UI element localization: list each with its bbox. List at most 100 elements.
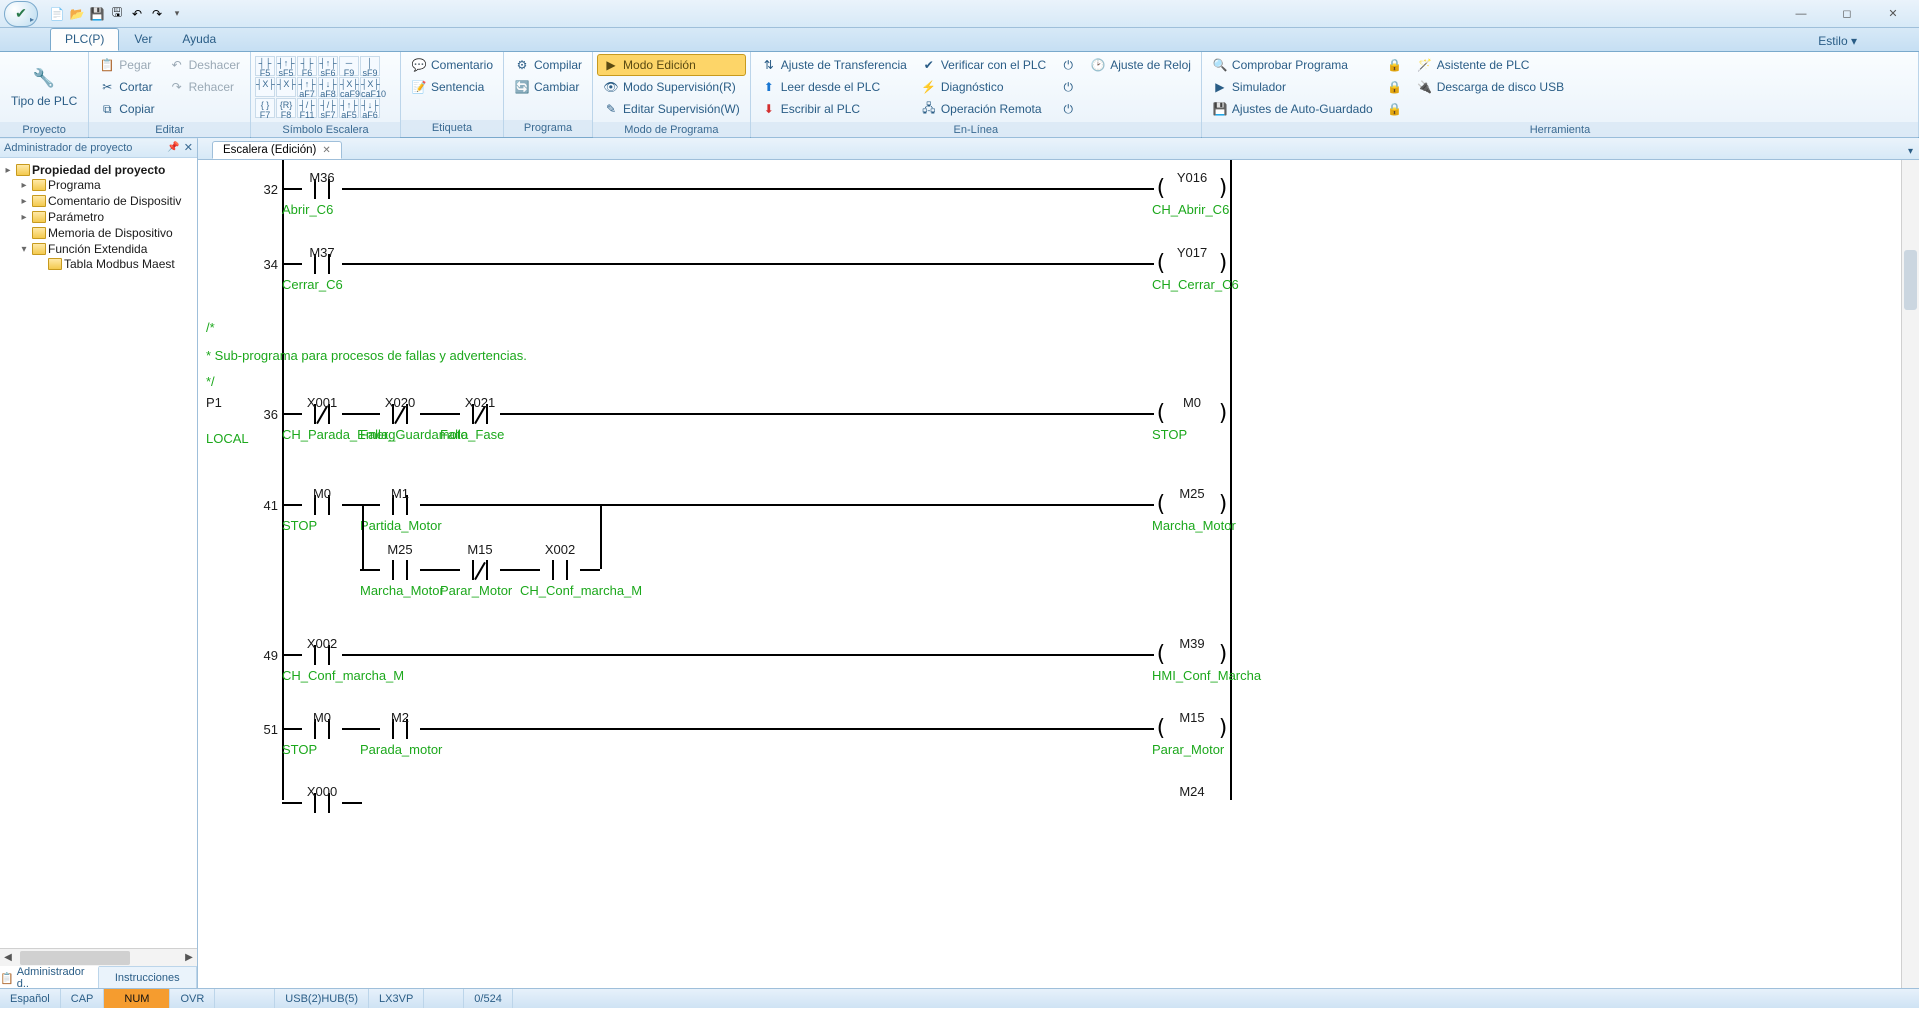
ladder-symbol-button[interactable]: ┤├ F5 <box>255 56 275 76</box>
tab-ver[interactable]: Ver <box>119 28 167 51</box>
lock-button-3[interactable]: 🔒 <box>1381 98 1409 120</box>
ladder-symbol-button[interactable]: ┤├ F6 <box>297 56 317 76</box>
diagnostico-button[interactable]: ⚡Diagnóstico <box>915 76 1052 98</box>
scroll-thumb[interactable] <box>20 951 130 965</box>
pin-icon[interactable]: 📌 <box>167 142 179 153</box>
coil-address: M0 <box>1152 395 1232 410</box>
lock-button-2[interactable]: 🔒 <box>1381 76 1409 98</box>
tree-funcion[interactable]: Función Extendida <box>48 242 147 256</box>
ladder-symbol-button[interactable]: ┤↑├ aF5 <box>339 98 359 118</box>
lock-icon: 🔒 <box>1387 101 1403 117</box>
scroll-left-icon[interactable]: ◀ <box>0 952 16 963</box>
cortar-button[interactable]: ✂Cortar <box>93 76 160 98</box>
deshacer-button[interactable]: ↶Deshacer <box>163 54 246 76</box>
qat-customize-icon[interactable]: ▾ <box>168 5 186 23</box>
pm-tab-instr[interactable]: Instrucciones <box>99 967 198 988</box>
comprobar-button[interactable]: 🔍Comprobar Programa <box>1206 54 1379 76</box>
reloj-button[interactable]: 🕑Ajuste de Reloj <box>1084 54 1197 76</box>
ladder-symbol-button[interactable]: ┤↓├ aF8 <box>318 77 338 97</box>
project-tree[interactable]: ▸Propiedad del proyecto ▸Programa ▸Comen… <box>0 158 197 948</box>
ladder-symbol-button[interactable]: ┤↓├ aF6 <box>360 98 380 118</box>
pm-close-icon[interactable]: ✕ <box>184 141 193 154</box>
status-lang[interactable]: Español <box>0 989 61 1008</box>
online-switch-3[interactable]: ⏻ <box>1054 98 1082 120</box>
group-etiqueta-title: Etiqueta <box>401 120 503 137</box>
tree-modbus[interactable]: Tabla Modbus Maest <box>64 257 175 271</box>
maximize-button[interactable]: ◻ <box>1825 3 1869 25</box>
ladder-symbol-button[interactable]: ┤/├ sF7 <box>318 98 338 118</box>
undo-icon[interactable]: ↶ <box>128 5 146 23</box>
transfer-button[interactable]: ⇅Ajuste de Transferencia <box>755 54 913 76</box>
ladder-symbol-button[interactable]: ┤↑├ sF6 <box>318 56 338 76</box>
rung-number: 51 <box>258 722 278 737</box>
contact-address: M15 <box>440 542 520 557</box>
rehacer-button[interactable]: ↷Rehacer <box>163 76 246 98</box>
ladder-symbol-button[interactable]: │ sF9 <box>360 56 380 76</box>
new-icon[interactable]: 📄 <box>48 5 66 23</box>
simulador-button[interactable]: ▶Simulador <box>1206 76 1379 98</box>
ladder-symbol-button[interactable]: ┤↑├ aF7 <box>297 77 317 97</box>
modo-edicion-button[interactable]: ▶Modo Edición <box>597 54 746 76</box>
minimize-button[interactable]: — <box>1779 3 1823 25</box>
saveas-icon[interactable]: 🖫 <box>108 5 126 23</box>
ladder-symbol-button[interactable]: ┤/├ F11 <box>297 98 317 118</box>
ladder-symbol-button[interactable]: ┤X├ <box>255 77 275 97</box>
tree-twisty[interactable]: ▸ <box>2 165 14 176</box>
ladder-symbol-button[interactable]: ┤X├ caF10 <box>360 77 380 97</box>
doc-tab-escalera[interactable]: Escalera (Edición) ✕ <box>212 141 342 159</box>
redo-icon[interactable]: ↷ <box>148 5 166 23</box>
modo-super-r-button[interactable]: 👁Modo Supervisión(R) <box>597 76 746 98</box>
online-switch-2[interactable]: ⏻ <box>1054 76 1082 98</box>
ladder-symbol-button[interactable]: ┤X├ caF9 <box>339 77 359 97</box>
pm-tab-admin[interactable]: 📋Administrador d.. <box>0 966 99 988</box>
tree-twisty[interactable]: ▸ <box>18 196 30 207</box>
remota-button[interactable]: 🖧Operación Remota <box>915 98 1052 120</box>
ladder-symbol-button[interactable]: {R} F8 <box>276 98 296 118</box>
scroll-thumb[interactable] <box>1904 250 1917 310</box>
app-menu-button[interactable]: ✔ <box>4 1 38 27</box>
verificar-button[interactable]: ✔Verificar con el PLC <box>915 54 1052 76</box>
usb-button[interactable]: 🔌Descarga de disco USB <box>1411 76 1570 98</box>
escribir-plc-button[interactable]: ⬇Escribir al PLC <box>755 98 913 120</box>
tree-twisty[interactable]: ▸ <box>18 180 30 191</box>
sentencia-button[interactable]: 📝Sentencia <box>405 76 499 98</box>
tree-memoria[interactable]: Memoria de Dispositivo <box>48 226 173 240</box>
tree-programa[interactable]: Programa <box>48 178 101 192</box>
comentario-button[interactable]: 💬Comentario <box>405 54 499 76</box>
rung-number: 32 <box>258 182 278 197</box>
ladder-symbol-button[interactable]: { } F7 <box>255 98 275 118</box>
asistente-button[interactable]: 🪄Asistente de PLC <box>1411 54 1570 76</box>
tab-plc[interactable]: PLC(P) <box>50 28 119 51</box>
autoguard-button[interactable]: 💾Ajustes de Auto-Guardado <box>1206 98 1379 120</box>
pegar-button[interactable]: 📋Pegar <box>93 54 160 76</box>
tree-twisty[interactable]: ▾ <box>18 244 30 255</box>
copiar-button[interactable]: ⧉Copiar <box>93 98 160 120</box>
ladder-symbol-button[interactable]: ─ F9 <box>339 56 359 76</box>
doc-tab-dropdown-icon[interactable]: ▾ <box>1902 144 1919 159</box>
doc-tab-close-icon[interactable]: ✕ <box>322 145 330 156</box>
modo-super-w-button[interactable]: ✎Editar Supervisión(W) <box>597 98 746 120</box>
open-icon[interactable]: 📂 <box>68 5 86 23</box>
close-button[interactable]: ✕ <box>1871 3 1915 25</box>
ladder-symbol-button[interactable]: ┤X├ <box>276 77 296 97</box>
compilar-button[interactable]: ⚙Compilar <box>508 54 588 76</box>
tree-parametro[interactable]: Parámetro <box>48 210 104 224</box>
style-dropdown[interactable]: Estilo ▾ <box>1806 31 1869 51</box>
cambiar-button[interactable]: 🔄Cambiar <box>508 76 588 98</box>
pm-hscroll[interactable]: ◀ ▶ <box>0 948 197 966</box>
tab-ayuda[interactable]: Ayuda <box>167 28 231 51</box>
ladder-symbol-button[interactable]: ┤↑├ sF5 <box>276 56 296 76</box>
status-bar: Español CAP NUM OVR USB(2)HUB(5) LX3VP 0… <box>0 988 1919 1008</box>
online-switch-1[interactable]: ⏻ <box>1054 54 1082 76</box>
scroll-right-icon[interactable]: ▶ <box>181 952 197 963</box>
vertical-scrollbar[interactable] <box>1901 160 1919 988</box>
lock-button-1[interactable]: 🔒 <box>1381 54 1409 76</box>
tipo-plc-button[interactable]: 🔧 Tipo de PLC <box>4 54 84 120</box>
leer-plc-button[interactable]: ⬆Leer desde el PLC <box>755 76 913 98</box>
coil-comment: CH_Cerrar_C6 <box>1152 277 1232 292</box>
tree-root[interactable]: Propiedad del proyecto <box>32 163 165 177</box>
tree-comentario[interactable]: Comentario de Dispositiv <box>48 194 181 208</box>
tree-twisty[interactable]: ▸ <box>18 212 30 223</box>
save-icon[interactable]: 💾 <box>88 5 106 23</box>
ladder-canvas[interactable]: /** Sub-programa para procesos de fallas… <box>198 160 1919 988</box>
